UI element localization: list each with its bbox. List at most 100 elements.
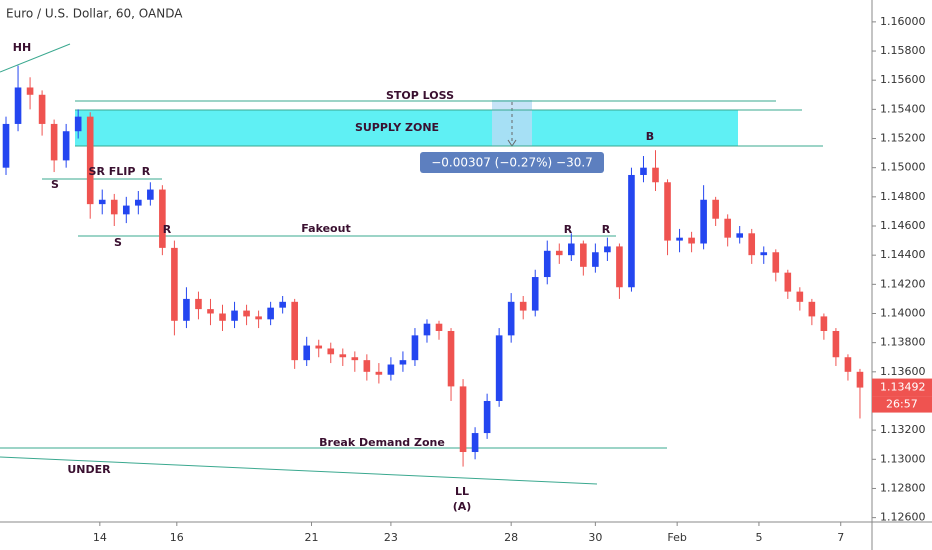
candle-body xyxy=(291,301,298,361)
candle-body xyxy=(86,116,94,205)
candle-body xyxy=(772,252,780,273)
candle-body xyxy=(423,323,431,336)
annotation: R xyxy=(564,223,573,236)
candle-body xyxy=(736,233,744,238)
trend-line xyxy=(0,43,71,73)
annotation: SUPPLY ZONE xyxy=(355,121,439,134)
x-tick-label: 7 xyxy=(837,531,844,544)
y-tick-label: 1.12800 xyxy=(880,481,926,494)
last-price: 1.13492 xyxy=(880,381,926,394)
candle-body xyxy=(543,250,551,278)
candle-body xyxy=(122,205,130,215)
candle-body xyxy=(98,199,106,205)
candle-body xyxy=(219,313,226,321)
candle-body xyxy=(351,357,359,361)
candle-body xyxy=(519,301,527,311)
candle-body xyxy=(712,199,719,219)
annotation: Break Demand Zone xyxy=(319,436,445,449)
candle-body xyxy=(820,316,828,331)
candle-body xyxy=(26,87,34,95)
y-tick-label: 1.15800 xyxy=(880,44,926,57)
candle-body xyxy=(844,357,852,372)
plot-area xyxy=(0,43,864,485)
candle-body xyxy=(363,360,371,372)
candle-body xyxy=(327,348,335,355)
candle-body xyxy=(339,354,347,358)
annotation: HH xyxy=(13,41,31,54)
y-tick-label: 1.14000 xyxy=(880,306,926,319)
x-tick-label: Feb xyxy=(667,531,686,544)
candle-body xyxy=(760,252,768,256)
candle-body xyxy=(147,189,154,200)
candle-body xyxy=(315,345,323,349)
annotation: B xyxy=(646,130,654,143)
candle-body xyxy=(724,218,731,238)
candle-body xyxy=(135,199,142,206)
candle-body xyxy=(808,301,816,317)
candle-body xyxy=(748,233,756,256)
annotation: R xyxy=(163,223,172,236)
candle-body xyxy=(159,189,166,248)
candle-body xyxy=(495,335,503,401)
countdown: 26:57 xyxy=(886,398,918,411)
annotation: (A) xyxy=(453,500,472,513)
y-tick-label: 1.15600 xyxy=(880,73,926,86)
candle-body xyxy=(195,298,202,310)
candle-body xyxy=(700,199,707,244)
candle-body xyxy=(255,316,262,320)
candle-body xyxy=(183,298,190,321)
candle-body xyxy=(303,345,311,361)
y-tick-label: 1.13600 xyxy=(880,365,926,378)
candle-body xyxy=(471,433,479,453)
candle-body xyxy=(411,335,419,361)
annotation: R xyxy=(142,165,151,178)
candle-body xyxy=(459,386,467,453)
x-tick-label: 14 xyxy=(93,531,107,544)
annotation: R xyxy=(602,223,611,236)
candle-body xyxy=(447,330,455,387)
candle-body xyxy=(592,252,599,267)
candle-body xyxy=(507,301,515,336)
candle-body xyxy=(50,123,58,161)
x-tick-label: 28 xyxy=(504,531,518,544)
candle-body xyxy=(664,182,671,241)
candle-body xyxy=(640,167,647,175)
candle-body xyxy=(74,116,82,132)
annotation: STOP LOSS xyxy=(386,89,454,102)
last-price-box xyxy=(872,378,932,397)
chart-title: Euro / U.S. Dollar, 60, OANDA xyxy=(6,7,183,21)
candle-body xyxy=(231,310,238,321)
candle-body xyxy=(171,247,178,321)
candle-body xyxy=(483,400,491,434)
y-tick-label: 1.12600 xyxy=(880,511,926,524)
candle-body xyxy=(14,87,22,124)
candle-body xyxy=(555,250,563,256)
candle-body xyxy=(62,131,70,161)
candle-body xyxy=(628,174,635,288)
candle-body xyxy=(279,301,286,308)
candle-body xyxy=(110,199,118,215)
y-tick-label: 1.15200 xyxy=(880,132,926,145)
y-tick-label: 1.14400 xyxy=(880,248,926,261)
candle-body xyxy=(399,360,407,365)
candle-body xyxy=(676,237,683,241)
annotation: S xyxy=(51,178,59,191)
candle-body xyxy=(832,330,840,358)
candle-body xyxy=(652,167,659,183)
y-tick-label: 1.15400 xyxy=(880,102,926,115)
y-tick-label: 1.13200 xyxy=(880,423,926,436)
candle-body xyxy=(243,310,250,317)
candle-body xyxy=(531,277,539,311)
candle-body xyxy=(207,309,214,314)
annotation: S xyxy=(114,236,122,249)
candle-body xyxy=(2,123,10,168)
candle-body xyxy=(616,246,623,288)
annotation: SR FLIP xyxy=(89,165,136,178)
y-tick-label: 1.16000 xyxy=(880,15,926,28)
y-tick-label: 1.14200 xyxy=(880,277,926,290)
candle-body xyxy=(38,94,46,124)
y-tick-label: 1.13000 xyxy=(880,452,926,465)
candle-body xyxy=(796,291,804,302)
candle-body xyxy=(688,237,695,244)
